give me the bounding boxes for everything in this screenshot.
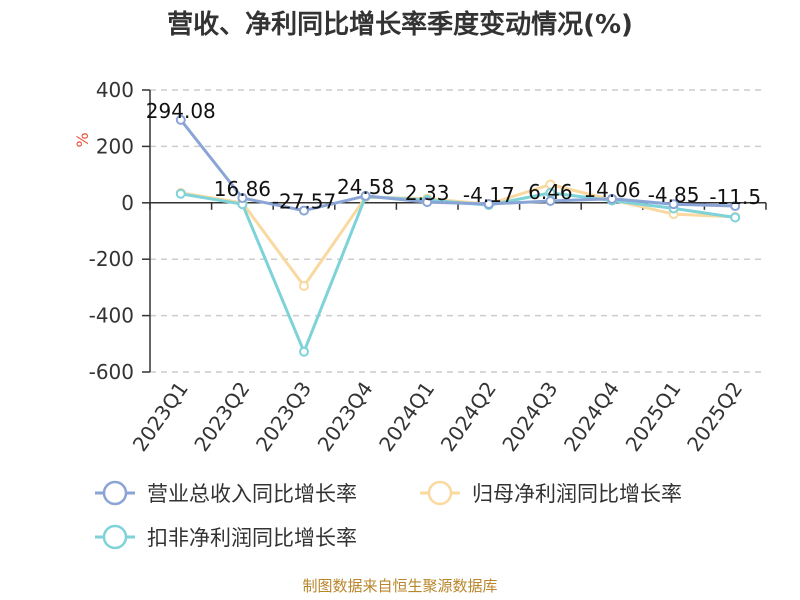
y-unit-label: % [73,132,92,147]
data-point [668,199,679,210]
legend-marker [102,480,128,506]
x-tick-label: 2024Q2 [436,377,501,456]
data-label: -4.85 [648,183,700,207]
data-point [483,198,494,209]
legend-item-0[interactable]: 营业总收入同比增长率 [95,480,357,506]
series-line [179,118,736,213]
data-label: 294.08 [146,99,216,123]
axes: 4002000-200-400-6002023Q12023Q22023Q3202… [89,78,767,456]
x-tick-label: 2024Q3 [497,377,562,456]
gridlines [150,89,766,373]
data-point [607,193,617,204]
y-tick-label: 0 [121,191,134,215]
data-label: -27.57 [272,190,336,214]
data-point [360,190,371,201]
y-tick-label: -400 [89,304,134,328]
legend-marker [427,480,453,506]
data-point [545,195,556,206]
data-point [299,346,309,357]
chart-title: 营收、净利同比增长率季度变动情况(%) [167,9,633,40]
x-tick-label: 2025Q2 [682,377,747,456]
x-tick-label: 2025Q1 [621,377,686,456]
y-tick-label: -200 [89,247,134,271]
x-tick-label: 2023Q3 [251,377,316,456]
data-label: -4.17 [463,183,515,207]
y-tick-label: -600 [89,360,134,384]
data-point [299,205,309,216]
data-label: 24.58 [337,175,394,199]
legend-marker [102,524,128,550]
data-point [237,193,248,204]
data-point [175,114,186,125]
series-lines [175,114,741,357]
data-point [730,212,741,223]
x-tick-label: 2024Q1 [374,377,439,456]
data-point [422,197,433,208]
data-point [175,188,186,199]
y-tick-label: 200 [96,134,134,158]
data-point [730,201,741,212]
series-0 [175,114,741,216]
source-note: 制图数据来自恒生聚源数据库 [302,577,497,595]
series-line [180,191,736,354]
series-2 [175,187,741,357]
data-label: -11.5 [709,185,761,209]
legend-item-2[interactable]: 扣非净利润同比增长率 [95,524,357,550]
data-label: 14.06 [583,178,640,202]
data-label: 6.46 [528,180,573,204]
y-tick-label: 400 [96,78,134,102]
legend-item-1[interactable]: 归母净利润同比增长率 [420,480,682,506]
data-label: 2.33 [405,181,450,205]
data-point [299,280,309,291]
data-label: 16.86 [214,177,271,201]
legend-label: 归母净利润同比增长率 [472,482,682,506]
legend-label: 营业总收入同比增长率 [147,482,357,506]
x-tick-label: 2024Q4 [559,377,624,456]
legend-label: 扣非净利润同比增长率 [147,526,357,550]
x-tick-label: 2023Q1 [128,377,193,456]
x-tick-label: 2023Q4 [313,377,378,456]
x-tick-label: 2023Q2 [189,377,254,456]
